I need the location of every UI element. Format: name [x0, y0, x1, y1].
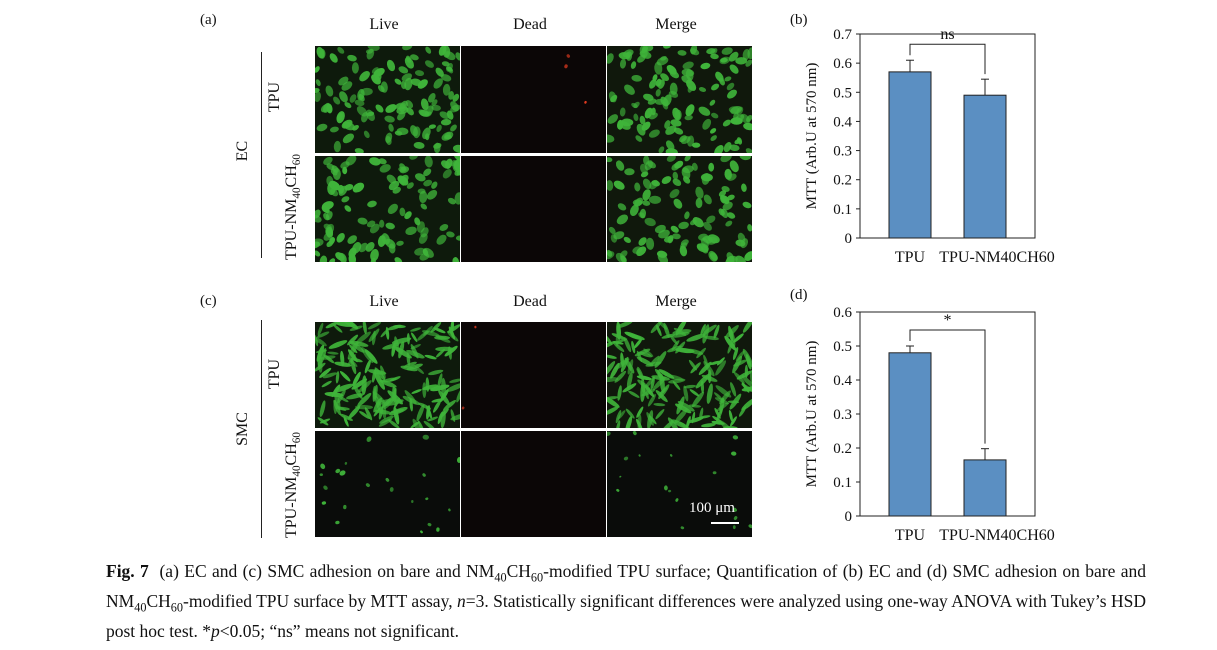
- significance-label: *: [944, 312, 952, 329]
- row-label-modified-a: TPU-NM40CH60: [283, 154, 304, 260]
- plot-frame: [859, 311, 1036, 517]
- column-header-dead-c: Dead: [513, 293, 547, 310]
- y-axis-label: MTT (Arb.U at 570 nm): [804, 341, 820, 488]
- scale-bar-label: 100 μm: [689, 500, 735, 516]
- y-tick-label: 0.2: [833, 173, 852, 189]
- row-label-tpu-c: TPU: [266, 358, 283, 390]
- micrograph-smc-modified-merge: [607, 431, 752, 537]
- group-bracket-ec: [261, 52, 262, 258]
- micrograph-smc-tpu-live: [315, 322, 460, 428]
- x-tick-label: TPU-NM40CH60: [939, 527, 1055, 544]
- micrograph-ec-modified-merge: [607, 156, 752, 262]
- panel-label-a: (a): [200, 12, 217, 28]
- micrograph-smc-modified-live: [315, 431, 460, 537]
- bar: [963, 459, 1007, 517]
- y-axis-label: MTT (Arb.U at 570 nm): [804, 63, 820, 210]
- chart-ec-mtt: 0 0.1 0.2 0.3 0.4 0.5 0.6 0.7 MTT (Arb.U at 570 …: [804, 26, 1055, 266]
- column-header-live-a: Live: [369, 16, 399, 33]
- y-tick-label: 0.4: [833, 114, 852, 130]
- y-tick-label: 0: [845, 509, 853, 525]
- scale-bar: [711, 522, 739, 524]
- micrograph-smc-modified-dead: [461, 431, 606, 537]
- y-tick-label: 0.7: [833, 27, 852, 43]
- y-tick-label: 0: [845, 231, 853, 247]
- micrograph-ec-tpu-dead: [461, 46, 606, 153]
- bar: [888, 352, 932, 517]
- figure-caption: Fig. 7 (a) EC and (c) SMC adhesion on ba…: [106, 561, 1146, 641]
- row-label-modified-c: TPU-NM40CH60: [283, 432, 304, 538]
- y-tick-label: 0.4: [833, 373, 852, 389]
- x-tick-label: TPU-NM40CH60: [939, 249, 1055, 266]
- plot-frame: [859, 33, 1036, 239]
- y-tick-label: 0.3: [833, 144, 852, 160]
- y-tick-label: 0.5: [833, 85, 852, 101]
- panel-label-c: (c): [200, 293, 217, 309]
- micrograph-ec-tpu-merge: [607, 46, 752, 153]
- group-label-smc: SMC: [234, 412, 251, 446]
- bar: [963, 94, 1007, 239]
- row-label-tpu-a: TPU: [266, 81, 283, 113]
- significance-label: ns: [940, 26, 954, 43]
- micrograph-smc-tpu-merge: [607, 322, 752, 428]
- y-tick-label: 0.1: [833, 475, 852, 491]
- panel-label-b: (b): [790, 12, 808, 28]
- chart-smc-mtt: 0 0.1 0.2 0.3 0.4 0.5 0.6 MTT (Arb.U at 570 nm)…: [804, 305, 1055, 544]
- bar: [888, 71, 932, 239]
- group-label-ec: EC: [234, 140, 251, 162]
- significance-bracket: [909, 43, 986, 75]
- column-header-dead-a: Dead: [513, 16, 547, 33]
- micrograph-ec-modified-dead: [461, 156, 606, 262]
- group-bracket-smc: [261, 320, 262, 538]
- micrograph-ec-tpu-live: [315, 46, 460, 153]
- micrograph-smc-tpu-dead: [461, 322, 606, 428]
- y-tick-label: 0.2: [833, 441, 852, 457]
- y-tick-label: 0.3: [833, 407, 852, 423]
- x-tick-label: TPU: [895, 527, 926, 544]
- column-header-live-c: Live: [369, 293, 399, 310]
- x-tick-label: TPU: [895, 249, 926, 266]
- y-tick-label: 0.1: [833, 202, 852, 218]
- significance-bracket: [909, 329, 986, 444]
- panel-label-d: (d): [790, 287, 808, 303]
- y-tick-label: 0.6: [833, 305, 852, 321]
- y-tick-label: 0.6: [833, 56, 852, 72]
- column-header-merge-a: Merge: [655, 16, 697, 33]
- column-header-merge-c: Merge: [655, 293, 697, 310]
- y-tick-label: 0.5: [833, 339, 852, 355]
- caption-fig-label: Fig. 7: [106, 561, 149, 581]
- micrograph-ec-modified-live: [315, 156, 460, 262]
